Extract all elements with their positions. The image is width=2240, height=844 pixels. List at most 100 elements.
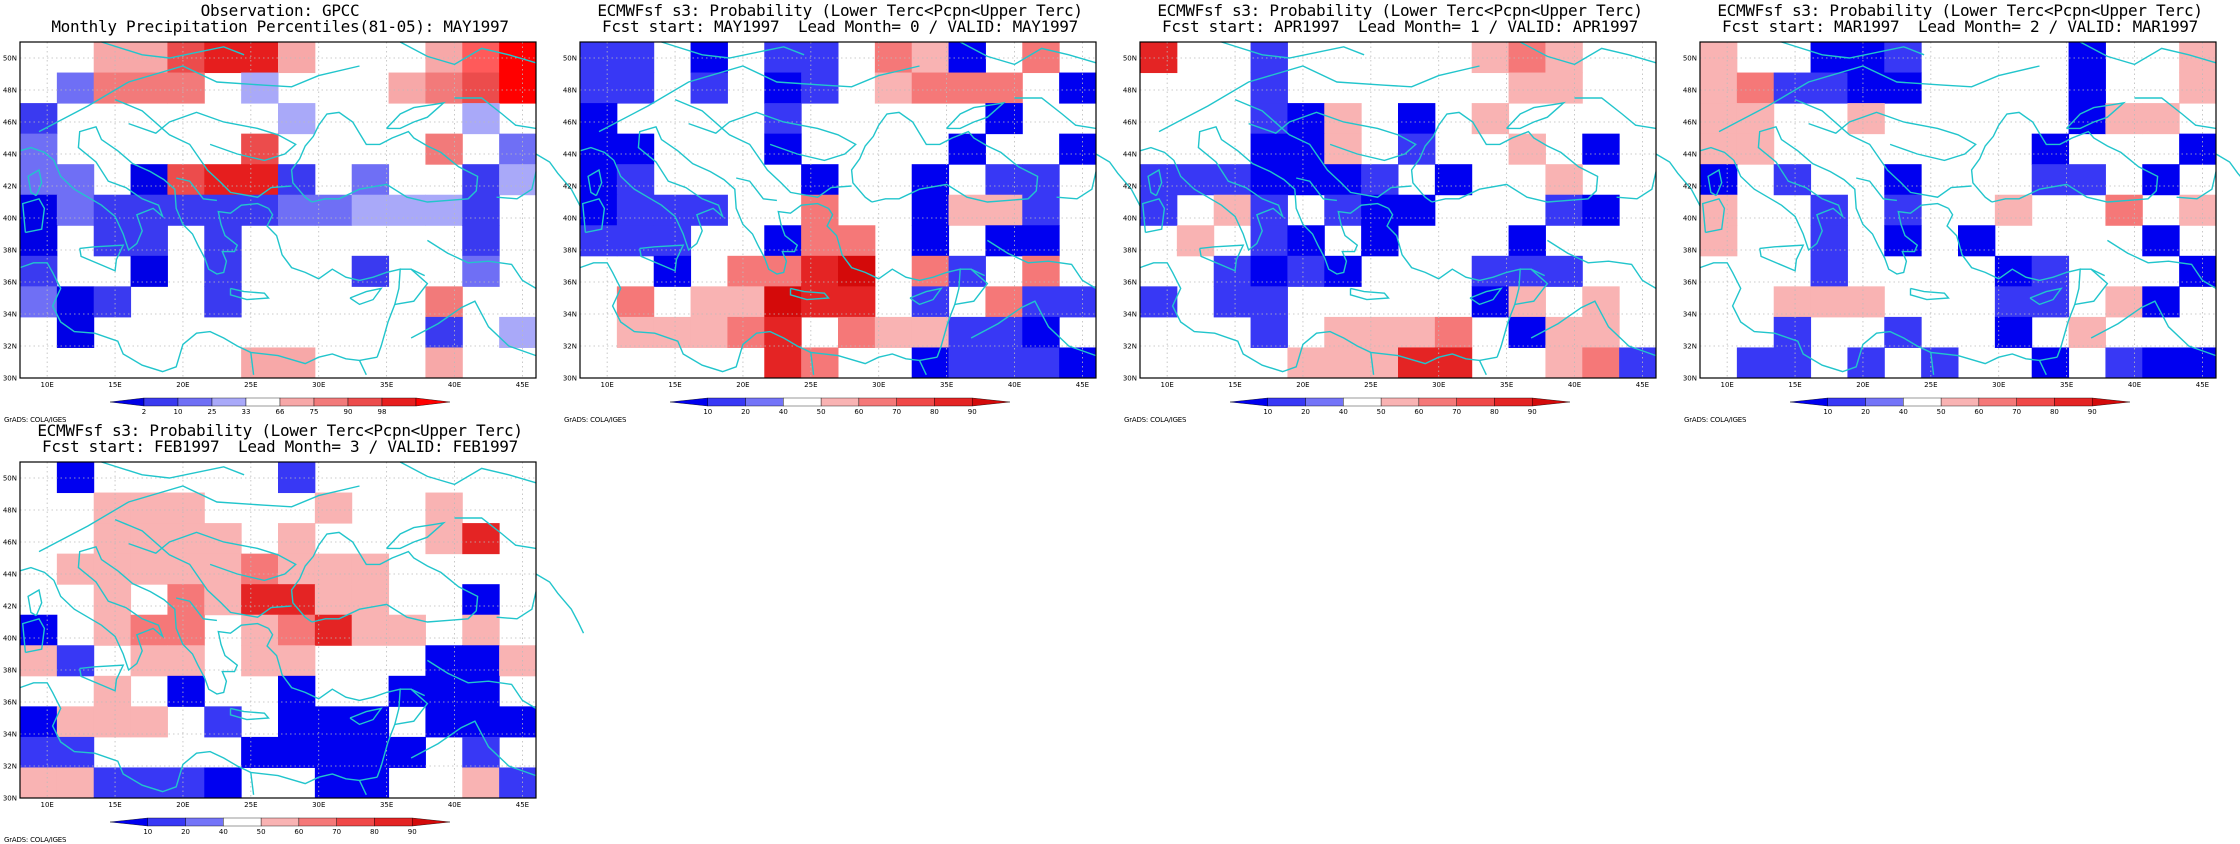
lat-tick-label: 32N [3,343,17,351]
coastline [19,262,378,373]
coastline [1478,360,1487,376]
lat-tick-label: 44N [3,571,17,579]
coastline [2215,153,2240,177]
grid-cell [204,584,242,616]
grid-cell [2068,42,2106,74]
colorbar-label: 40 [219,828,228,836]
lon-tick-label: 20E [1856,381,1869,389]
grid-cell [801,286,839,318]
grid-cell [1700,72,1738,104]
map-frame [1699,41,2217,379]
grid-cell [1810,255,1848,287]
lat-tick-label: 50N [3,55,17,63]
grid-cell [462,42,500,74]
graticule [20,462,536,799]
grid-cell [278,103,316,135]
coastline [1234,98,1412,198]
grid-cell [1582,347,1620,379]
colorbar-swatch [1305,397,1344,407]
colorbar-label: 98 [378,408,387,416]
coastline [1410,111,1599,203]
grid-cell [204,767,242,799]
panel-title-line1: Observation: GPCC [200,1,360,20]
colorbar-swatch [934,397,973,407]
coastline [850,111,1039,203]
grid-cell [2068,164,2106,196]
grid-cell [241,614,279,646]
grid-cell [1994,255,2033,287]
coastline [826,208,961,358]
lat-tick-label: 44N [563,151,577,159]
lon-tick-label: 45E [2196,381,2209,389]
lon-tick-label: 45E [1636,381,1649,389]
lon-tick-label: 30E [312,801,325,809]
coastline [454,97,537,130]
grid-cell [1361,164,1399,196]
coastline [970,300,1097,357]
coastline [19,682,378,793]
grid-cell [20,767,58,799]
coastline [2134,97,2217,130]
grid-cell [462,103,500,135]
grid-cell [580,194,618,226]
grid-cell [314,767,353,799]
grid-cell [2068,103,2106,135]
coastline [1199,244,1245,272]
grid-cell [1022,255,1060,287]
grid-cell [2179,255,2217,287]
coastline [410,300,537,357]
coastline [1930,352,1935,375]
coastline [1970,111,2159,203]
grid-cell [1324,347,1362,379]
grid-cell [801,72,839,104]
grid-cell [1847,72,1885,104]
coastline [1856,177,1897,202]
coastline [128,111,297,162]
grid-cell [911,194,950,226]
colorbar-label: 60 [294,828,303,836]
lat-tick-label: 34N [563,311,577,319]
lon-tick-label: 40E [1008,381,1021,389]
grid-cell [985,164,1023,196]
lon-tick-label: 40E [1568,381,1581,389]
lat-tick-label: 46N [1123,119,1137,127]
map-frame [579,41,1097,379]
coastline [959,41,1097,66]
grid-cell [1022,42,1060,74]
panel-lead-0: ECMWFsf s3: Probability (Lower Terc<Pcpn… [560,0,1145,424]
grid-cell [1398,103,1436,135]
coastline [38,65,360,133]
grid-cell [314,553,353,585]
grid-cell [1847,103,1885,135]
colorbar-swatch [1380,397,1420,407]
colorbar-label: 66 [276,408,285,416]
grid-cell [93,42,132,74]
colorbar-label: 90 [408,828,417,836]
lon-tick-label: 45E [516,381,529,389]
coastline [1056,171,1097,200]
grid-cell [462,675,500,707]
grid-cell [2105,103,2143,135]
colorbar-swatch [347,397,383,407]
grid-cell [1736,347,1775,379]
coastline [399,41,537,66]
lon-tick-label: 20E [1296,381,1309,389]
grid-cell [241,645,279,677]
grid-cell [462,614,500,646]
colorbar-label: 40 [779,408,788,416]
lat-tick-label: 40N [1123,215,1137,223]
grid-cell [130,645,168,677]
grid-cell [425,316,463,348]
grid-cell [425,133,463,165]
grid-cell [1810,72,1848,104]
shaded-cells [20,462,537,799]
colorbar-label: 50 [1937,408,1946,416]
coastline [358,360,367,376]
coastline [21,617,46,654]
grid-cell [1508,225,1546,257]
lon-tick-label: 40E [448,801,461,809]
grads-credit: GrADS: COLA/IGES [4,416,67,424]
colorbar-swatch [858,397,897,407]
map-plot: 30N 32N 34N 36N 38N 40N 42N 44N 46N 48N 50N 10E 15E 2… [3,41,585,416]
grid-cell [130,255,168,287]
